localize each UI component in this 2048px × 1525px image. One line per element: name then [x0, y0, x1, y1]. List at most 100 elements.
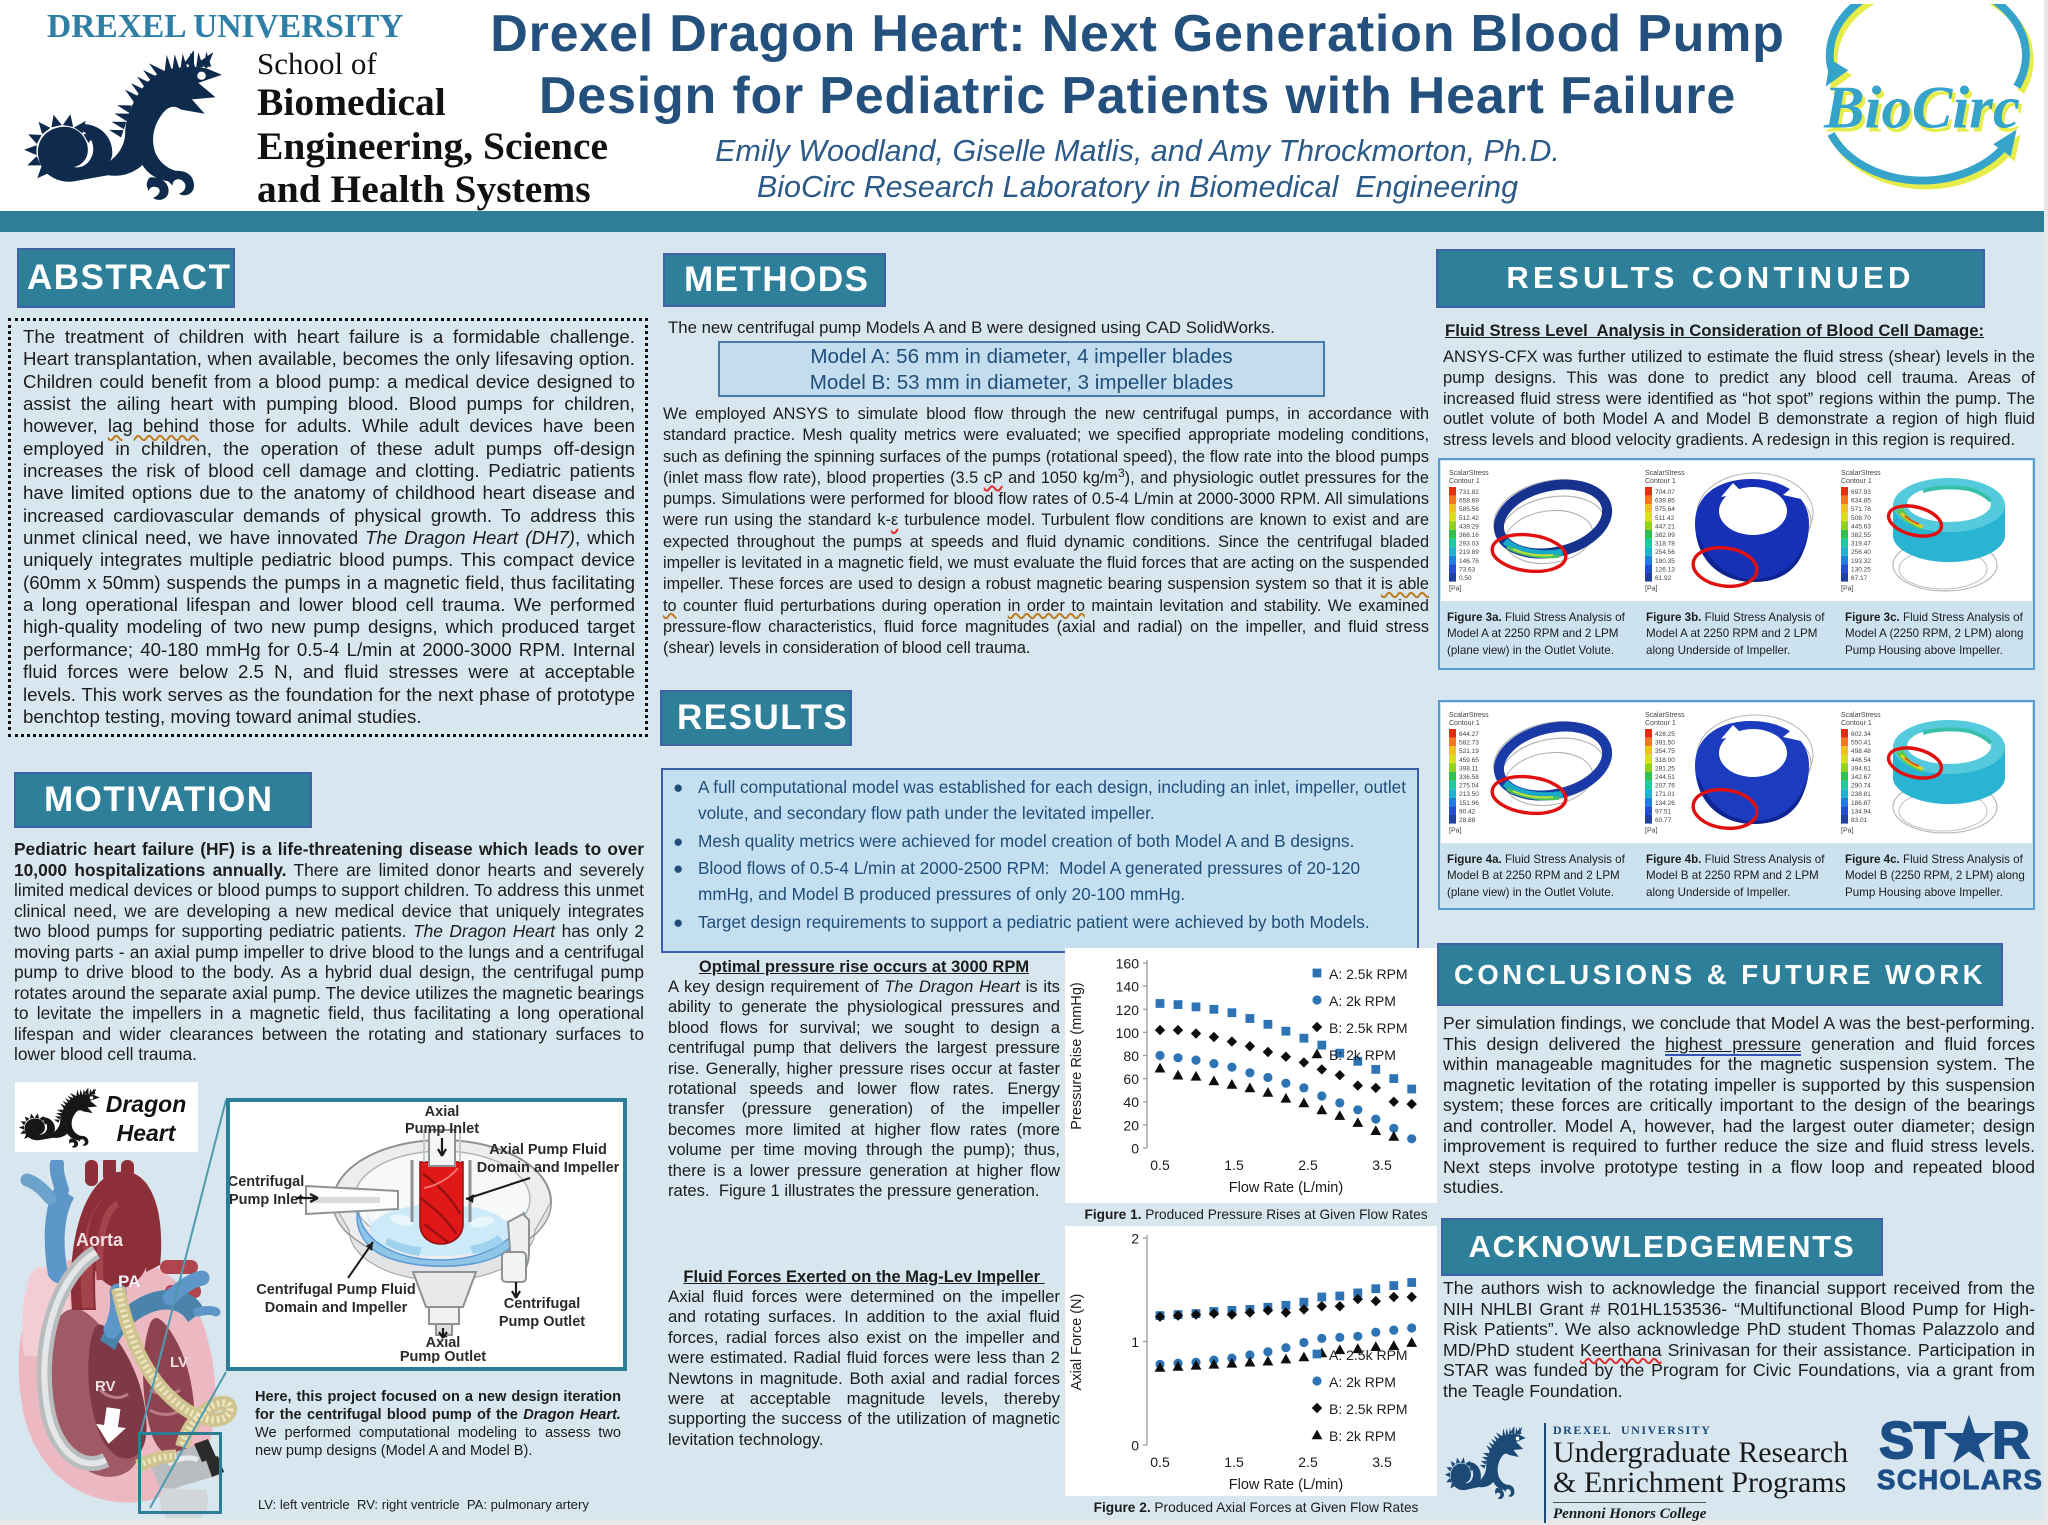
- svg-text:B: 2.5k RPM: B: 2.5k RPM: [1329, 1020, 1408, 1036]
- svg-text:130.25: 130.25: [1851, 566, 1871, 573]
- svg-text:0.5: 0.5: [1150, 1157, 1170, 1173]
- svg-text:447.21: 447.21: [1655, 523, 1675, 530]
- svg-text:634.85: 634.85: [1851, 498, 1871, 505]
- svg-text:60.77: 60.77: [1655, 817, 1672, 824]
- svg-text:190.35: 190.35: [1655, 558, 1675, 565]
- svg-text:Aorta: Aorta: [76, 1230, 124, 1250]
- svg-text:582.73: 582.73: [1459, 740, 1479, 747]
- svg-text:439.29: 439.29: [1459, 523, 1479, 530]
- svg-text:B: 2k RPM: B: 2k RPM: [1329, 1047, 1396, 1063]
- svg-text:134.94: 134.94: [1851, 808, 1871, 815]
- svg-text:704.07: 704.07: [1655, 489, 1675, 496]
- svg-text:Contour 1: Contour 1: [1841, 720, 1872, 727]
- svg-text:207.76: 207.76: [1655, 783, 1675, 790]
- svg-text:0.5: 0.5: [1150, 1454, 1170, 1470]
- svg-text:398.11: 398.11: [1459, 765, 1479, 772]
- svg-text:Contour 1: Contour 1: [1449, 720, 1480, 727]
- svg-text:Centrifugal: Centrifugal: [230, 1174, 304, 1190]
- svg-text:146.76: 146.76: [1459, 558, 1479, 565]
- svg-text:Pump Inlet: Pump Inlet: [405, 1121, 479, 1137]
- svg-text:Contour 1: Contour 1: [1449, 478, 1480, 485]
- svg-text:Pump Outlet: Pump Outlet: [499, 1314, 585, 1330]
- svg-text:100: 100: [1116, 1025, 1140, 1041]
- svg-text:B: 2.5k RPM: B: 2.5k RPM: [1329, 1401, 1408, 1417]
- svg-text:521.19: 521.19: [1459, 748, 1479, 755]
- svg-text:Axial Pump Fluid: Axial Pump Fluid: [489, 1142, 607, 1158]
- svg-text:A: 2k RPM: A: 2k RPM: [1329, 993, 1396, 1009]
- svg-text:Contour 1: Contour 1: [1841, 478, 1872, 485]
- svg-text:639.85: 639.85: [1655, 498, 1675, 505]
- svg-text:[Pa]: [Pa]: [1449, 828, 1462, 835]
- svg-text:382.55: 382.55: [1851, 532, 1871, 539]
- svg-text:Pump Inlet: Pump Inlet: [230, 1192, 303, 1208]
- svg-text:40: 40: [1123, 1094, 1139, 1110]
- svg-text:Pump Outlet: Pump Outlet: [400, 1349, 486, 1363]
- svg-text:0.50: 0.50: [1459, 575, 1472, 582]
- svg-text:Centrifugal Pump Fluid: Centrifugal Pump Fluid: [256, 1282, 416, 1298]
- svg-text:342.67: 342.67: [1851, 774, 1871, 781]
- svg-text:571.78: 571.78: [1851, 506, 1871, 513]
- svg-text:RV: RV: [95, 1378, 116, 1395]
- svg-text:391.50: 391.50: [1655, 740, 1675, 747]
- svg-text:Domain and Impeller: Domain and Impeller: [477, 1160, 619, 1176]
- svg-text:254.56: 254.56: [1655, 549, 1675, 556]
- svg-text:731.82: 731.82: [1459, 489, 1479, 496]
- svg-text:446.54: 446.54: [1851, 757, 1871, 764]
- svg-text:644.27: 644.27: [1459, 731, 1479, 738]
- svg-text:602.34: 602.34: [1851, 731, 1871, 738]
- svg-text:Contour 1: Contour 1: [1645, 478, 1676, 485]
- svg-text:0: 0: [1131, 1141, 1139, 1157]
- svg-text:186.87: 186.87: [1851, 800, 1871, 807]
- svg-text:67.17: 67.17: [1851, 575, 1868, 582]
- svg-text:512.42: 512.42: [1459, 515, 1479, 522]
- svg-text:126.13: 126.13: [1655, 566, 1675, 573]
- svg-text:244.51: 244.51: [1655, 774, 1675, 781]
- svg-text:ScalarStress: ScalarStress: [1449, 712, 1489, 719]
- svg-text:0: 0: [1131, 1438, 1139, 1454]
- svg-text:[Pa]: [Pa]: [1841, 586, 1854, 593]
- svg-text:[Pa]: [Pa]: [1645, 828, 1658, 835]
- svg-text:A: 2.5k RPM: A: 2.5k RPM: [1329, 1347, 1408, 1363]
- svg-text:Axial Force (N): Axial Force (N): [1069, 1294, 1085, 1391]
- svg-text:219.89: 219.89: [1459, 549, 1479, 556]
- svg-text:28.88: 28.88: [1459, 817, 1476, 824]
- svg-text:366.16: 366.16: [1459, 532, 1479, 539]
- svg-text:90.42: 90.42: [1459, 808, 1476, 815]
- svg-text:293.03: 293.03: [1459, 541, 1479, 548]
- svg-text:ScalarStress: ScalarStress: [1841, 712, 1881, 719]
- svg-text:171.01: 171.01: [1655, 791, 1675, 798]
- svg-text:445.63: 445.63: [1851, 523, 1871, 530]
- svg-text:2.5: 2.5: [1298, 1454, 1318, 1470]
- svg-text:73.63: 73.63: [1459, 566, 1476, 573]
- svg-text:658.69: 658.69: [1459, 498, 1479, 505]
- svg-text:193.32: 193.32: [1851, 558, 1871, 565]
- svg-text:97.51: 97.51: [1655, 808, 1672, 815]
- svg-text:Flow Rate (L/min): Flow Rate (L/min): [1229, 1180, 1343, 1196]
- svg-text:Contour 1: Contour 1: [1645, 720, 1676, 727]
- svg-text:508.70: 508.70: [1851, 515, 1871, 522]
- svg-text:290.74: 290.74: [1851, 783, 1871, 790]
- svg-text:336.58: 336.58: [1459, 774, 1479, 781]
- svg-text:575.64: 575.64: [1655, 506, 1675, 513]
- svg-text:151.96: 151.96: [1459, 800, 1479, 807]
- svg-text:213.50: 213.50: [1459, 791, 1479, 798]
- svg-text:Flow Rate (L/min): Flow Rate (L/min): [1229, 1477, 1343, 1493]
- svg-text:Axial: Axial: [426, 1335, 461, 1351]
- svg-text:459.65: 459.65: [1459, 757, 1479, 764]
- svg-text:382.99: 382.99: [1655, 532, 1675, 539]
- svg-text:[Pa]: [Pa]: [1841, 828, 1854, 835]
- svg-text:Axial: Axial: [425, 1104, 460, 1120]
- svg-text:550.41: 550.41: [1851, 740, 1871, 747]
- svg-text:[Pa]: [Pa]: [1645, 586, 1658, 593]
- svg-text:697.93: 697.93: [1851, 489, 1871, 496]
- svg-text:ScalarStress: ScalarStress: [1841, 470, 1881, 477]
- svg-text:Centrifugal: Centrifugal: [504, 1296, 581, 1312]
- svg-text:256.40: 256.40: [1851, 549, 1871, 556]
- svg-text:Domain and Impeller: Domain and Impeller: [265, 1300, 408, 1316]
- svg-text:134.26: 134.26: [1655, 800, 1675, 807]
- svg-text:PA: PA: [118, 1272, 140, 1291]
- svg-text:394.61: 394.61: [1851, 765, 1871, 772]
- svg-text:ScalarStress: ScalarStress: [1645, 712, 1685, 719]
- svg-text:2: 2: [1131, 1231, 1139, 1247]
- svg-text:238.81: 238.81: [1851, 791, 1871, 798]
